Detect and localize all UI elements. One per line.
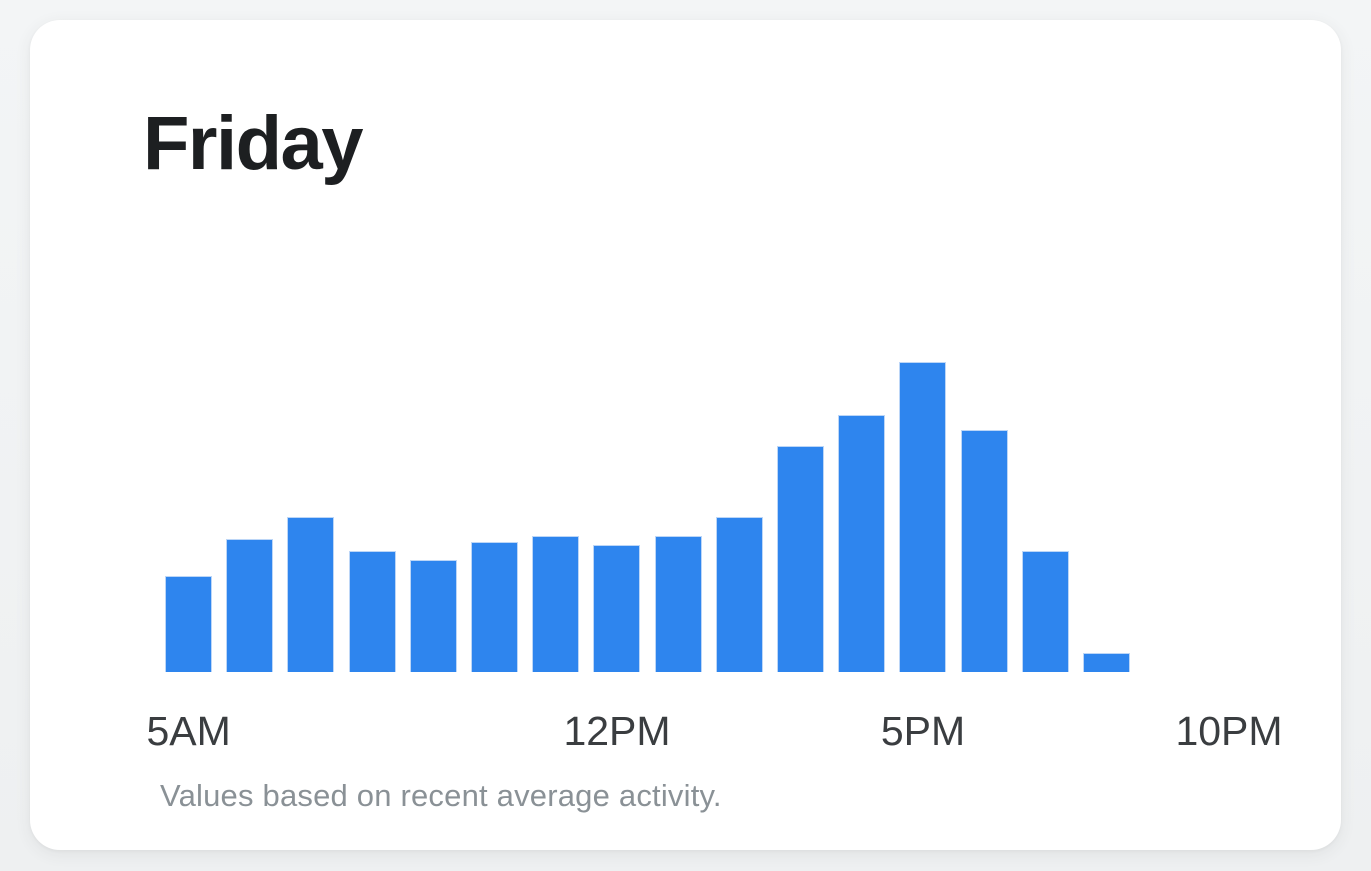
bar-6pm — [960, 430, 1008, 672]
bar-5am — [165, 576, 213, 672]
popular-times-card: Friday 5AM 12PM 5PM 10PM Values based on re… — [30, 20, 1341, 850]
bar-4pm — [838, 415, 886, 672]
bar-slot-2pm — [709, 360, 770, 672]
popular-times-chart: 5AM 12PM 5PM 10PM — [128, 360, 1283, 770]
bar-slot-4pm — [831, 360, 892, 672]
bar-8pm — [1082, 653, 1130, 672]
bar-9am — [409, 560, 457, 672]
bar-slot-9pm — [1137, 360, 1198, 672]
bars-track — [158, 360, 1260, 672]
chart-caption: Values based on recent average activity. — [160, 778, 722, 813]
bar-2pm — [715, 517, 763, 672]
bar-slot-9am — [403, 360, 464, 672]
bar-slot-7pm — [1015, 360, 1076, 672]
bar-1pm — [654, 536, 702, 672]
bar-slot-1pm — [648, 360, 709, 672]
bar-slot-5am — [158, 360, 219, 672]
bar-slot-10am — [464, 360, 525, 672]
bar-slot-3pm — [770, 360, 831, 672]
bar-slot-8am — [342, 360, 403, 672]
bar-slot-6am — [219, 360, 280, 672]
bar-5pm — [899, 362, 947, 672]
bar-6am — [226, 539, 274, 672]
bar-slot-6pm — [953, 360, 1014, 672]
x-tick-5pm: 5PM — [880, 708, 966, 754]
bar-7pm — [1021, 551, 1069, 672]
bar-slot-11am — [525, 360, 586, 672]
bar-slot-7am — [280, 360, 341, 672]
x-tick-5am: 5AM — [146, 708, 231, 754]
x-tick-10pm: 10PM — [1175, 708, 1283, 754]
bar-slot-5pm — [892, 360, 953, 672]
bar-10am — [471, 542, 519, 672]
bar-slot-8pm — [1076, 360, 1137, 672]
x-tick-12pm: 12PM — [563, 708, 671, 754]
x-axis: 5AM 12PM 5PM 10PM — [146, 708, 1282, 768]
day-title: Friday — [143, 101, 364, 186]
bar-7am — [287, 517, 335, 672]
bar-8am — [348, 551, 396, 672]
bar-slot-10pm — [1198, 360, 1259, 672]
bar-12pm — [593, 545, 641, 672]
bar-3pm — [776, 446, 824, 672]
bar-11am — [532, 536, 580, 672]
bar-slot-12pm — [586, 360, 647, 672]
